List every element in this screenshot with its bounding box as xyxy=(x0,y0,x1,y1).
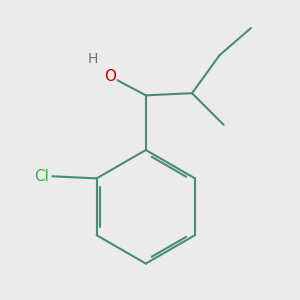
Text: H: H xyxy=(87,52,98,66)
Text: O: O xyxy=(104,69,116,84)
Text: Cl: Cl xyxy=(34,169,49,184)
